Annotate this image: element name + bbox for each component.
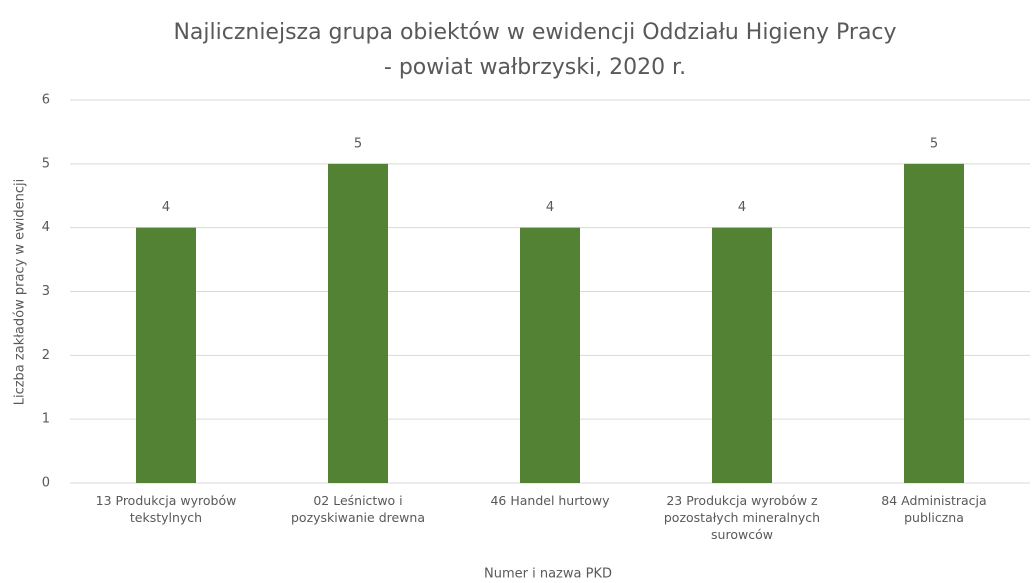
x-tick-label: 23 Produkcja wyrobów z pozostałych miner… xyxy=(663,493,821,542)
bar xyxy=(904,163,964,484)
data-label: 4 xyxy=(162,200,170,215)
bar xyxy=(328,163,388,484)
data-label: 4 xyxy=(738,200,746,215)
y-tick-label: 2 xyxy=(42,348,50,363)
x-tick-label: 13 Produkcja wyrobów tekstylnych xyxy=(95,493,237,525)
y-tick-label: 5 xyxy=(42,156,50,171)
x-tick-label-box: 02 Leśnictwo i pozyskiwanie drewna xyxy=(290,493,425,525)
x-tick-label: 46 Handel hurtowy xyxy=(490,493,610,508)
chart-title: - powiat wałbrzyski, 2020 r. xyxy=(384,55,686,80)
data-label: 5 xyxy=(930,136,938,151)
y-tick-label: 6 xyxy=(42,93,50,108)
data-label: 4 xyxy=(546,200,554,215)
x-tick-label: 84 Administracja publiczna xyxy=(881,493,987,525)
x-tick-label-box: 13 Produkcja wyrobów tekstylnych xyxy=(95,493,237,525)
y-tick-label: 4 xyxy=(42,220,50,235)
y-axis-title: Liczba zakładów pracy w ewidencji xyxy=(13,179,28,406)
x-tick-label-box: 23 Produkcja wyrobów z pozostałych miner… xyxy=(663,493,821,542)
y-tick-label: 1 xyxy=(42,412,50,427)
chart-title: Najliczniejsza grupa obiektów w ewidencj… xyxy=(173,20,896,45)
y-tick-label: 0 xyxy=(42,476,50,491)
data-label: 5 xyxy=(354,136,362,151)
x-tick-label-box: 84 Administracja publiczna xyxy=(881,493,987,525)
x-tick-label: 02 Leśnictwo i pozyskiwanie drewna xyxy=(290,493,425,525)
bar xyxy=(136,227,196,483)
bar xyxy=(520,227,580,483)
y-tick-label: 3 xyxy=(42,284,50,299)
x-axis-title: Numer i nazwa PKD xyxy=(484,567,612,582)
x-tick-label-box: 46 Handel hurtowy xyxy=(490,493,610,508)
bar xyxy=(712,227,772,483)
